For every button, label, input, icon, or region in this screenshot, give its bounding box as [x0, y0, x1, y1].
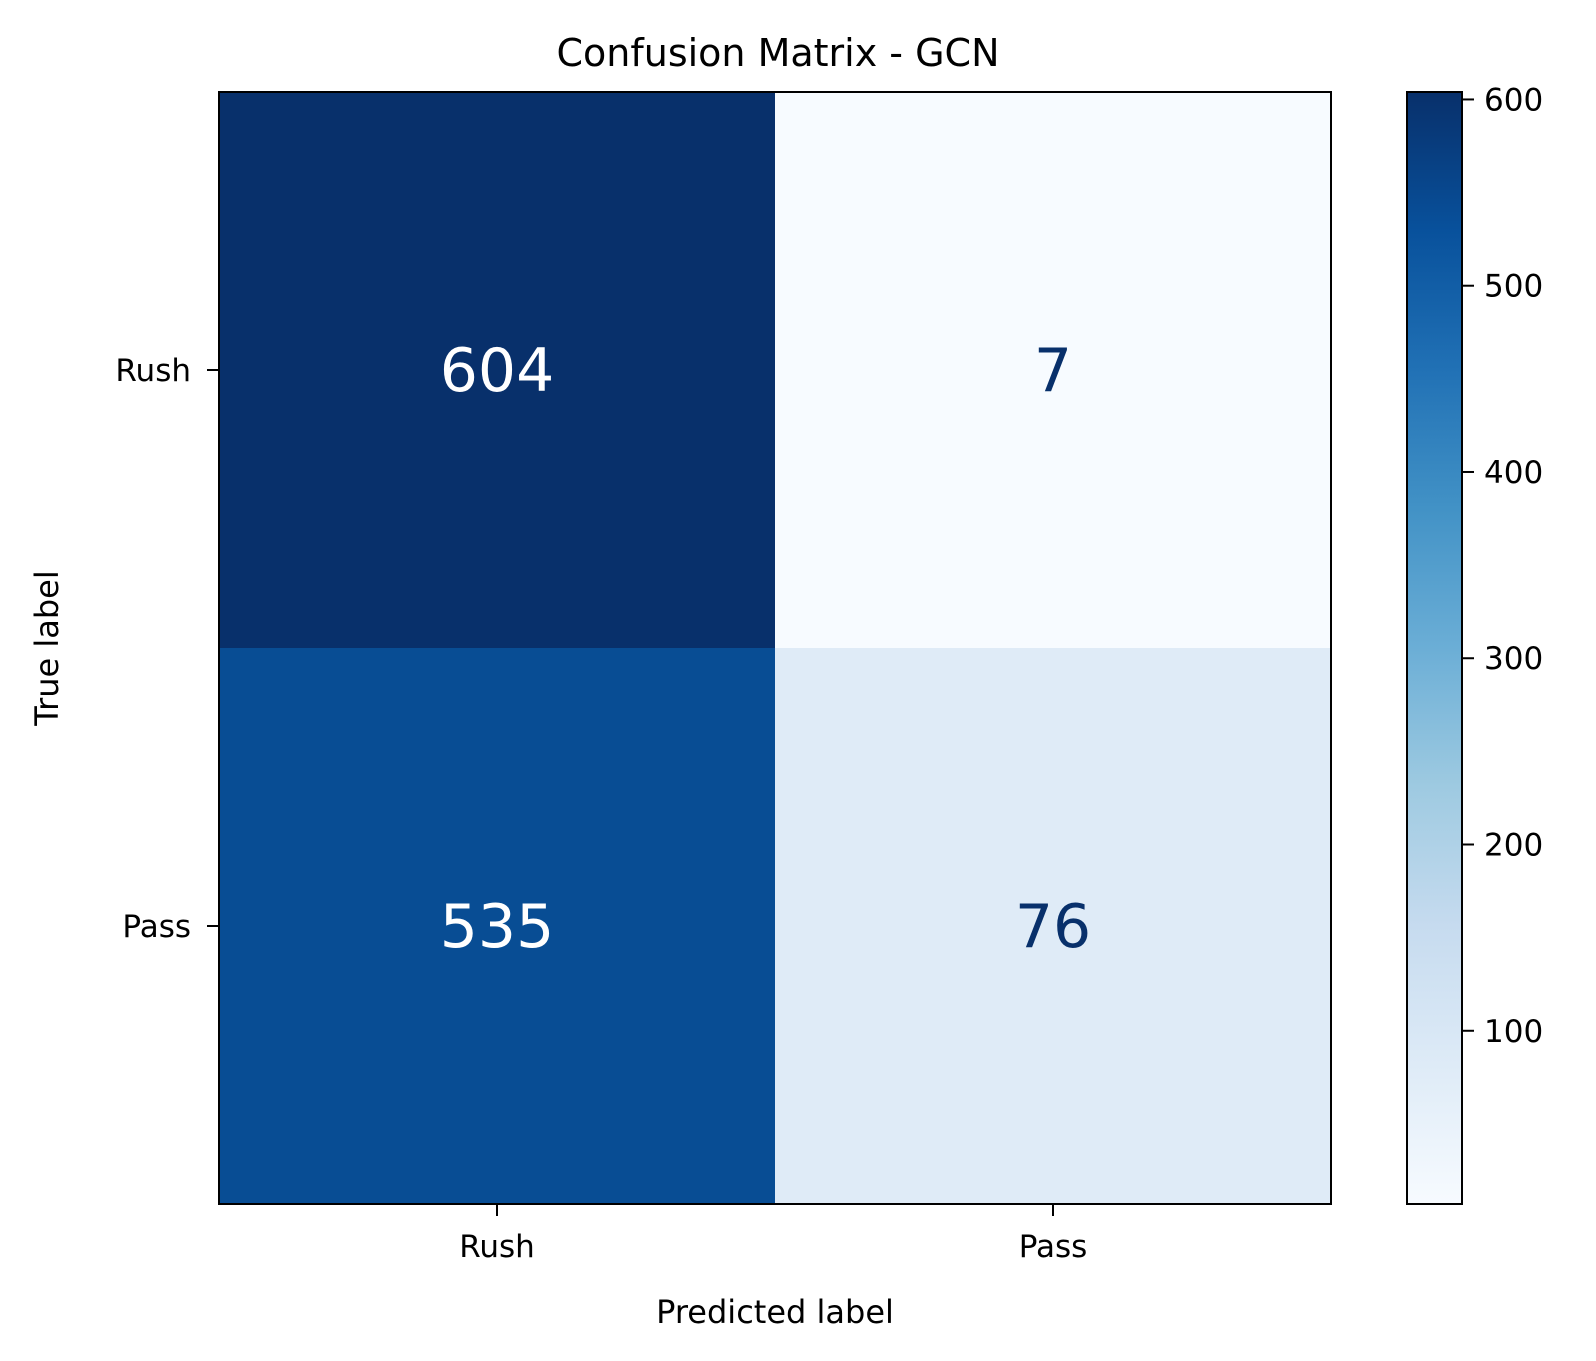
colorbar-tick-label: 600 [1484, 82, 1543, 118]
heatmap-cells [219, 92, 1331, 1204]
heatmap-cell-values: 604 7 535 76 [440, 336, 1091, 962]
cell-value-r0-c0: 604 [440, 336, 555, 406]
x-axis-title: Predicted label [656, 1293, 894, 1331]
chart-title: Confusion Matrix - GCN [556, 31, 999, 75]
colorbar-ticks: 100 200 300 400 500 600 [1462, 82, 1543, 1050]
heatmap-cell-r0-c1 [775, 92, 1331, 648]
plot-frame [218, 91, 1332, 1205]
cell-value-r1-c1: 76 [1015, 892, 1091, 962]
colorbar-tick-label: 100 [1484, 1014, 1543, 1050]
x-tick-label: Pass [1019, 1229, 1088, 1265]
x-tick-label: Rush [459, 1229, 535, 1265]
y-tick-label: Rush [115, 353, 191, 389]
colorbar-tick-label: 500 [1484, 269, 1543, 305]
heatmap-cell-r1-c1 [775, 648, 1331, 1204]
colorbar-tick-label: 400 [1484, 455, 1543, 491]
colorbar-tick-label: 200 [1484, 828, 1543, 864]
cell-value-r0-c1: 7 [1034, 336, 1072, 406]
cell-value-r1-c0: 535 [440, 892, 555, 962]
y-axis-ticks: Rush Pass [115, 353, 219, 945]
x-axis-ticks: Rush Pass [459, 1204, 1087, 1265]
colorbar-tick-label: 300 [1484, 641, 1543, 677]
colorbar [1406, 91, 1463, 1205]
heatmap-cell-r1-c0 [219, 648, 775, 1204]
y-tick-label: Pass [122, 909, 191, 945]
heatmap-cell-r0-c0 [219, 92, 775, 648]
y-axis-title: True label [28, 570, 66, 727]
